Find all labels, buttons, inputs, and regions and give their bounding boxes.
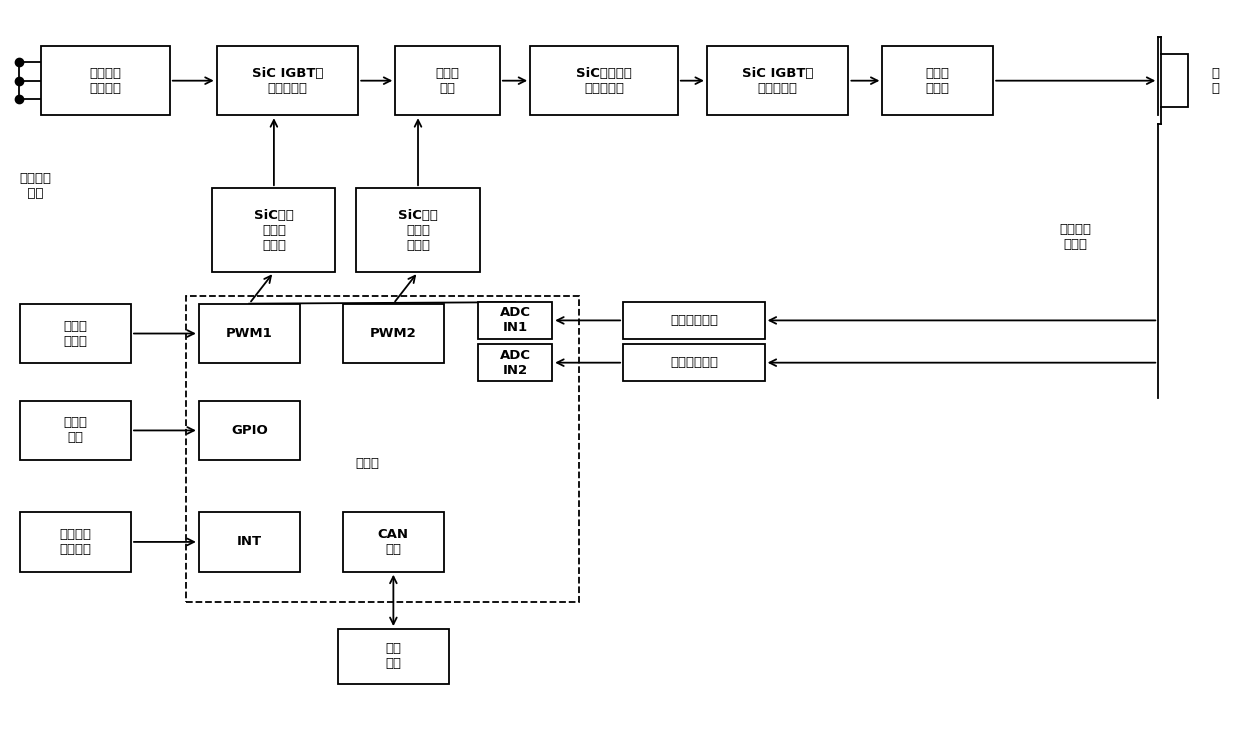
- Text: SiC IGBT二
次逆变电路: SiC IGBT二 次逆变电路: [742, 66, 813, 94]
- Bar: [339, 629, 449, 684]
- Text: 电压反馈模块: 电压反馈模块: [670, 356, 718, 369]
- Text: 控制器: 控制器: [356, 457, 379, 469]
- Bar: [198, 401, 300, 461]
- Text: PWM1: PWM1: [226, 327, 273, 340]
- Text: GPIO: GPIO: [231, 424, 268, 437]
- Text: SiC一次
逆变驱
动模块: SiC一次 逆变驱 动模块: [254, 209, 294, 251]
- Bar: [198, 304, 300, 363]
- Text: 高压稳
弧电路: 高压稳 弧电路: [926, 66, 950, 94]
- Bar: [20, 512, 131, 572]
- Bar: [622, 302, 765, 338]
- Bar: [212, 188, 336, 272]
- Text: 数字
面板: 数字 面板: [386, 643, 402, 671]
- Bar: [707, 46, 848, 115]
- Bar: [1161, 55, 1188, 107]
- Text: CAN
接口: CAN 接口: [378, 528, 409, 556]
- Text: INT: INT: [237, 535, 262, 548]
- Text: ADC
IN1: ADC IN1: [500, 307, 531, 335]
- Bar: [20, 401, 131, 461]
- Bar: [41, 46, 170, 115]
- Bar: [622, 344, 765, 381]
- Bar: [479, 344, 552, 381]
- Text: 异常检测
保护电路: 异常检测 保护电路: [60, 528, 92, 556]
- Text: 三相整流
滤波电路: 三相整流 滤波电路: [89, 66, 122, 94]
- Bar: [529, 46, 678, 115]
- Text: 负
载: 负 载: [1211, 66, 1219, 94]
- Bar: [883, 46, 993, 115]
- Text: 高频变
压器: 高频变 压器: [435, 66, 460, 94]
- Bar: [186, 296, 579, 601]
- Bar: [479, 302, 552, 338]
- Text: PWM2: PWM2: [370, 327, 417, 340]
- Bar: [217, 46, 358, 115]
- Bar: [343, 304, 444, 363]
- Text: 霍尔电流
传感器: 霍尔电流 传感器: [1060, 223, 1091, 251]
- Text: SiC二次
逆变驱
动模块: SiC二次 逆变驱 动模块: [398, 209, 438, 251]
- Text: ADC
IN2: ADC IN2: [500, 349, 531, 377]
- Text: 控制供
电模块: 控制供 电模块: [63, 320, 88, 348]
- Text: 三相交流
  电源: 三相交流 电源: [19, 172, 51, 200]
- Text: SiC超高频整
流滤波电路: SiC超高频整 流滤波电路: [577, 66, 632, 94]
- Text: SiC IGBT一
次逆变电路: SiC IGBT一 次逆变电路: [252, 66, 324, 94]
- Bar: [20, 304, 131, 363]
- Text: 电流反馈模块: 电流反馈模块: [670, 314, 718, 327]
- Bar: [198, 512, 300, 572]
- Bar: [396, 46, 500, 115]
- Bar: [343, 512, 444, 572]
- Bar: [356, 188, 480, 272]
- Text: 开关量
模组: 开关量 模组: [63, 416, 88, 444]
